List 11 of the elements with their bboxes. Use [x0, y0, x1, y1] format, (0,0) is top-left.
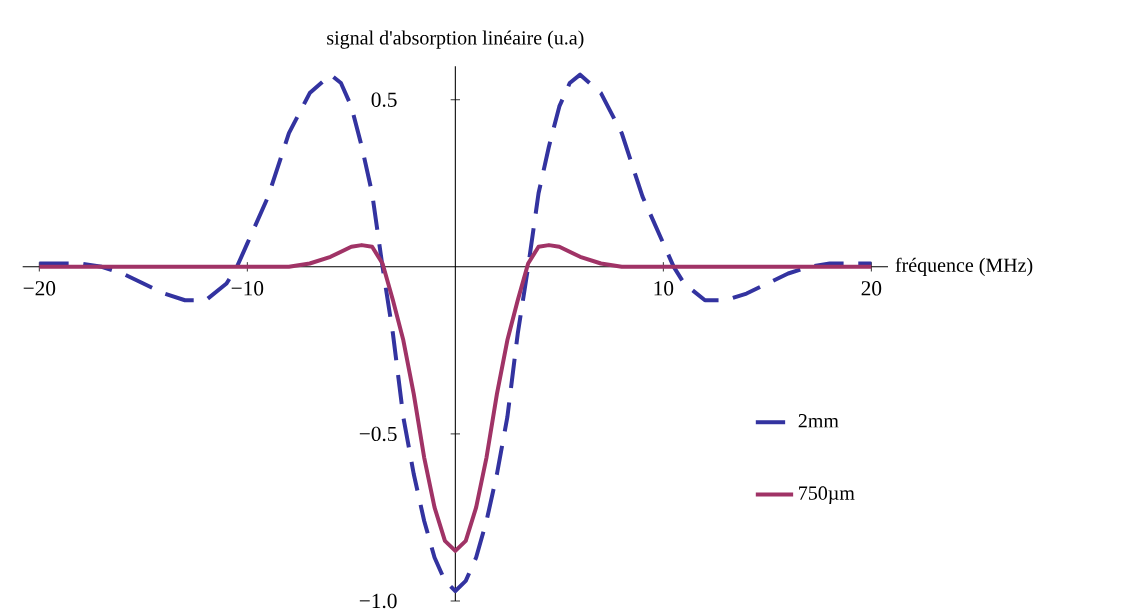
x-axis-title: fréquence (MHz) [895, 257, 1033, 276]
x-tick-label: −20 [23, 281, 56, 296]
x-tick-label: 10 [654, 281, 674, 296]
x-tick-label: −10 [231, 281, 264, 296]
x-tick-label: 20 [861, 281, 882, 296]
legend-label: 2mm [798, 414, 839, 428]
y-tick-label: −0.5 [359, 426, 397, 442]
y-axis-title: signal d'absorption linéaire (u.a) [327, 30, 584, 49]
y-tick-label: 0.5 [371, 92, 397, 107]
y-tick-label: −1.0 [359, 593, 397, 609]
legend-label: 750µm [799, 486, 855, 504]
